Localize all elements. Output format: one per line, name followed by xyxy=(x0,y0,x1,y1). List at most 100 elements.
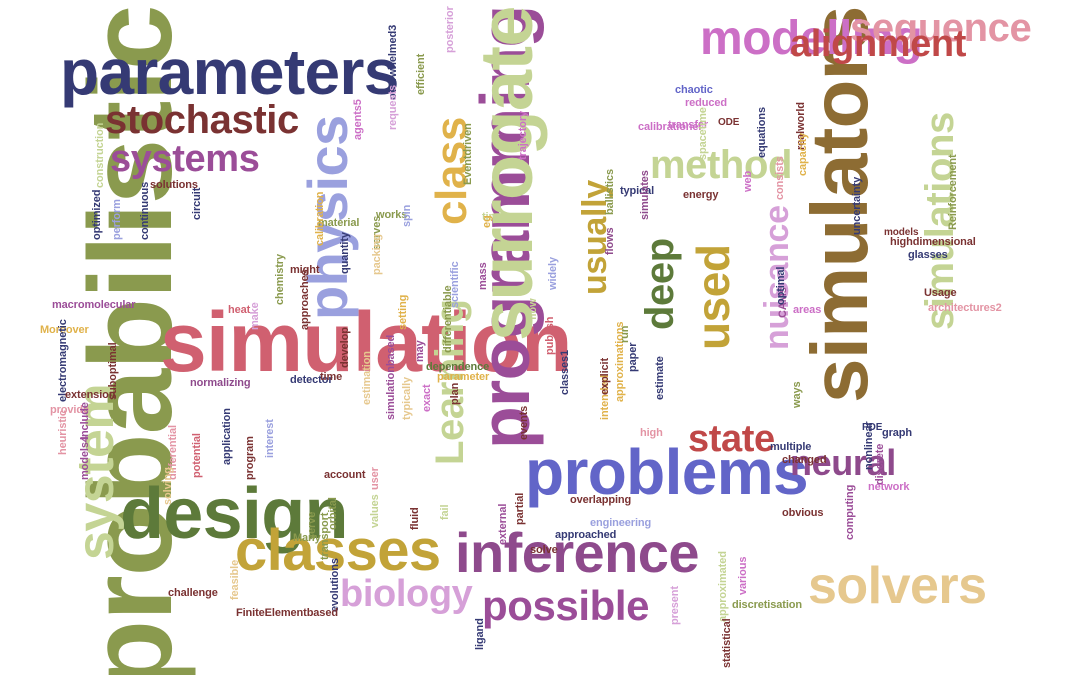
cloud-word: agents5 xyxy=(352,99,364,140)
cloud-word: ballistics xyxy=(604,169,616,215)
cloud-word: classes1 xyxy=(559,350,571,395)
cloud-word: engineering xyxy=(590,517,652,529)
cloud-word: approximated xyxy=(717,551,729,622)
cloud-word: alignment xyxy=(790,23,967,65)
cloud-word: requests xyxy=(387,85,399,130)
cloud-word: simulationbased xyxy=(385,334,397,420)
cloud-word: architectures2 xyxy=(928,302,1002,314)
cloud-word: solve xyxy=(530,544,558,556)
cloud-word: present xyxy=(669,586,681,625)
cloud-word: multiple xyxy=(770,441,812,453)
cloud-word: reduced xyxy=(685,97,728,109)
cloud-word: inference xyxy=(455,521,700,584)
cloud-word: quantity xyxy=(339,232,351,274)
cloud-word: differentiable xyxy=(442,285,454,353)
cloud-word: mass xyxy=(477,262,489,290)
cloud-word: overlapping xyxy=(570,494,632,506)
cloud-word: simulation xyxy=(160,295,572,389)
cloud-word: include xyxy=(79,402,91,440)
cloud-word: method xyxy=(650,143,793,187)
cloud-word: systems xyxy=(110,138,260,180)
cloud-word: plan xyxy=(449,382,461,405)
cloud-word: Moreover xyxy=(40,324,89,336)
cloud-word: macromolecular xyxy=(52,299,136,311)
cloud-word: program xyxy=(244,436,256,480)
cloud-word: heuristic xyxy=(57,410,69,455)
cloud-word: sequence xyxy=(850,6,1032,50)
cloud-word: Many xyxy=(293,532,321,544)
cloud-word: Eventdriven xyxy=(462,123,474,185)
cloud-word: chemistry xyxy=(274,254,286,305)
cloud-word: flows xyxy=(604,227,616,255)
cloud-word: ways xyxy=(791,381,803,408)
cloud-word: detector xyxy=(290,374,333,386)
cloud-word: optimal xyxy=(775,266,787,305)
cloud-word: solving xyxy=(162,467,174,505)
cloud-word: parameters xyxy=(60,36,399,108)
cloud-word: may xyxy=(414,340,426,362)
cloud-word: obvious xyxy=(782,507,824,519)
cloud-word: changed xyxy=(782,454,827,466)
cloud-word: problems xyxy=(525,436,809,508)
cloud-word: heat xyxy=(228,304,251,316)
cloud-word: make xyxy=(249,302,261,330)
cloud-word: various xyxy=(737,556,749,595)
cloud-word: network xyxy=(868,481,910,493)
cloud-word: graph xyxy=(882,427,913,439)
cloud-word: explicit xyxy=(599,357,611,395)
cloud-word: external xyxy=(497,503,509,545)
cloud-word: areas xyxy=(793,304,822,316)
cloud-word: exact xyxy=(421,384,433,412)
cloud-word: estimate xyxy=(654,356,666,400)
cloud-word: user xyxy=(369,467,381,490)
cloud-word: classes xyxy=(235,518,441,583)
cloud-word: time xyxy=(320,371,343,383)
cloud-word: paper xyxy=(627,342,639,372)
cloud-word: transfer xyxy=(668,119,709,131)
cloud-word: estimation xyxy=(361,351,373,405)
cloud-word: surrogate xyxy=(465,6,548,341)
cloud-word: fluid xyxy=(409,507,421,530)
cloud-word: posterior xyxy=(444,6,456,53)
cloud-word: capacity xyxy=(797,132,809,176)
cloud-word: optimized xyxy=(91,189,103,240)
cloud-word: statistical xyxy=(721,618,733,668)
cloud-word: energy xyxy=(683,189,719,201)
cloud-word: PDE xyxy=(862,422,883,433)
cloud-word: partial xyxy=(514,492,526,525)
cloud-word: parameter xyxy=(437,371,490,383)
cloud-word: spin xyxy=(401,204,413,227)
cloud-word: setting xyxy=(397,294,409,330)
cloud-word: events xyxy=(518,405,530,440)
cloud-word: evolutions xyxy=(329,558,341,612)
cloud-word: simulates xyxy=(639,170,651,220)
cloud-word: perform xyxy=(111,199,123,240)
cloud-word: state xyxy=(688,418,775,460)
cloud-word: highdimensional xyxy=(890,236,976,248)
cloud-word: transport xyxy=(319,512,331,560)
cloud-word: trajectory xyxy=(517,110,529,160)
cloud-word: application xyxy=(221,408,233,465)
cloud-word: provide xyxy=(50,404,89,416)
cloud-word: potential xyxy=(191,433,203,478)
cloud-word: FiniteElementbased xyxy=(236,607,338,619)
cloud-word: models xyxy=(884,227,919,238)
cloud-word: construction xyxy=(94,122,106,188)
cloud-word: publish xyxy=(544,316,556,355)
cloud-word: flow xyxy=(527,298,539,320)
cloud-word: ligand xyxy=(474,618,486,650)
cloud-word: dependence xyxy=(426,361,490,373)
cloud-word: works xyxy=(376,209,408,221)
cloud-word: ODE xyxy=(718,117,740,128)
cloud-word: solutions xyxy=(150,179,198,191)
cloud-word: approaches xyxy=(299,269,311,330)
cloud-word: high xyxy=(640,427,663,439)
cloud-word: design xyxy=(120,474,348,554)
cloud-word: material xyxy=(318,217,360,229)
cloud-word: feasible xyxy=(229,559,241,600)
cloud-word: fail xyxy=(439,504,451,520)
cloud-word: deep xyxy=(638,238,682,330)
cloud-word: discrete xyxy=(874,443,886,485)
cloud-word: widely xyxy=(547,257,559,290)
